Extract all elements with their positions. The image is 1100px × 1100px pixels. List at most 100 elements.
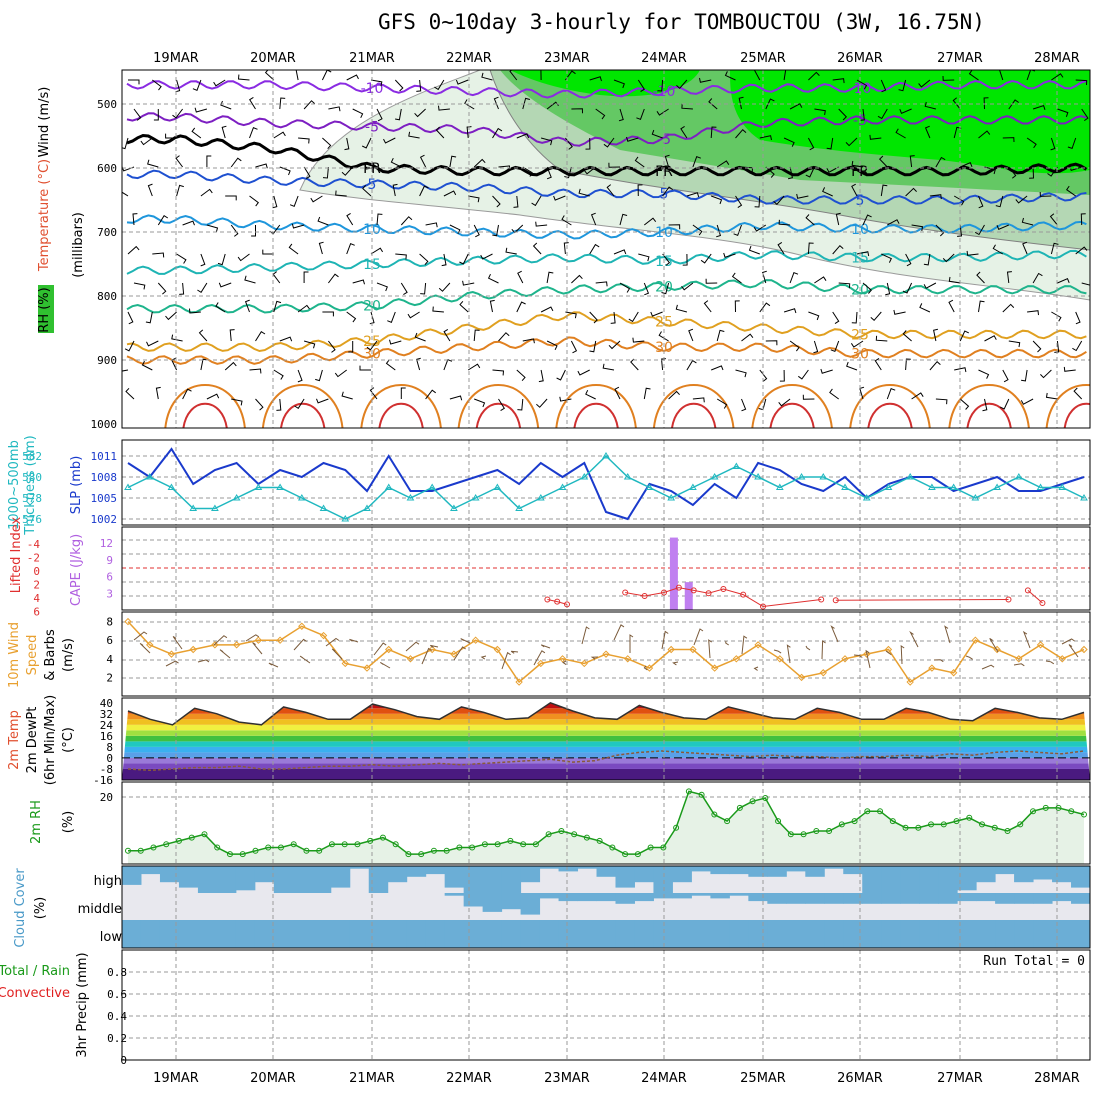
cloud-bar-middle — [520, 893, 541, 915]
cloud-bar-high — [653, 866, 673, 893]
thickness-point — [189, 504, 198, 511]
temp-band — [122, 724, 1090, 731]
wind-barb — [443, 328, 451, 342]
thickness-tick: 578 — [22, 492, 42, 505]
wind-barb — [638, 253, 650, 262]
warm-cell-outer — [751, 384, 833, 428]
li-line — [835, 599, 1009, 601]
wind-barb — [352, 108, 364, 119]
wind10-barb — [753, 666, 759, 671]
date-label-bottom: 21MAR — [349, 1071, 395, 1086]
wind-barb — [480, 253, 493, 260]
warm-cell-inner — [769, 402, 815, 428]
rh-area — [128, 791, 1084, 864]
wind-barb — [590, 212, 597, 226]
date-label-top: 24MAR — [641, 51, 687, 66]
wind-barb — [1080, 213, 1086, 226]
wind-barb — [895, 128, 906, 139]
wind-barb — [589, 76, 602, 82]
wind-barb — [711, 195, 723, 205]
cloud-bar-high — [919, 866, 939, 893]
rh-point — [736, 804, 743, 811]
wind10-barb — [865, 649, 871, 669]
wind10-tick: 2 — [106, 671, 113, 684]
li-point — [818, 596, 825, 603]
cloud-bar-low — [615, 920, 635, 948]
cape-tick: 3 — [106, 587, 113, 600]
cloud-bar-high — [1071, 866, 1091, 888]
cloud-bar-middle — [444, 893, 465, 896]
li-point — [760, 603, 766, 610]
rh-point — [163, 841, 170, 848]
wind10-barb — [501, 651, 511, 670]
temp-band — [122, 708, 1090, 714]
cloud-bar-middle — [558, 893, 579, 902]
wind-barb — [348, 341, 354, 353]
rh-point — [979, 821, 986, 828]
wind10-barb — [989, 637, 999, 653]
wind-barb — [619, 213, 628, 226]
cloud-bar-middle — [729, 893, 749, 896]
rh-point — [532, 841, 539, 848]
wind-barb — [783, 137, 795, 147]
wind-barb — [783, 308, 797, 314]
wind-barb — [759, 135, 772, 141]
wind-barb — [516, 369, 526, 382]
rh-tick: 20 — [100, 791, 113, 804]
wind-barb — [288, 243, 299, 255]
isotherm-label: -10 — [361, 81, 384, 97]
wind-barb — [522, 97, 531, 110]
wind-barb — [191, 127, 202, 139]
wind-barb — [686, 192, 700, 198]
cloud-bar-low — [330, 920, 351, 948]
wind-barb — [929, 360, 941, 371]
wind10-barb — [773, 649, 782, 654]
wind-barb — [221, 125, 227, 139]
cloud-bar-high — [1052, 866, 1072, 883]
wind-speed-point — [363, 664, 371, 672]
cloud-bar-high — [406, 866, 427, 877]
cloud-bar-high — [900, 866, 920, 893]
wind-barb — [589, 311, 598, 324]
wind-barb — [556, 369, 566, 381]
cloud-bar-high — [292, 866, 313, 893]
wind-speed-point — [124, 617, 132, 626]
wind-barb — [662, 186, 673, 197]
rh-point — [328, 841, 335, 848]
wind-speed-point — [580, 659, 588, 668]
li-point — [544, 596, 551, 603]
warm-cell-outer — [457, 384, 540, 428]
wind-barb — [438, 282, 451, 292]
cloud-bar-middle — [938, 893, 958, 904]
wind-barb — [122, 166, 135, 172]
wind-barb — [856, 79, 868, 90]
wind-barb — [789, 272, 799, 284]
thickness-point — [602, 452, 610, 459]
wind-barb — [905, 358, 911, 371]
rh-point — [226, 851, 233, 858]
cloud-bar-high — [159, 866, 180, 883]
rh-point — [456, 844, 463, 851]
thickness-point — [906, 473, 915, 480]
isotherm--10 — [126, 79, 1087, 99]
wind-barb — [954, 367, 967, 373]
wind-barb — [249, 195, 259, 207]
li-tick: -2 — [27, 552, 40, 565]
wind-barb — [923, 282, 937, 289]
cloud-bar-middle — [577, 893, 598, 902]
wind-barb — [295, 70, 299, 81]
panel-frame — [121, 697, 1091, 781]
cloud-bar-high — [122, 866, 142, 885]
cloud-bar-high — [520, 866, 541, 883]
wind-barb — [334, 369, 347, 378]
cloud-bar-low — [919, 920, 939, 948]
cloud-bar-high — [254, 866, 275, 883]
cloud-bar-low — [786, 920, 806, 948]
rh-line — [128, 790, 1085, 855]
wind-barb — [244, 299, 250, 313]
cloud-bar-middle — [501, 893, 522, 910]
rh-point — [1004, 828, 1011, 834]
date-label-top: 23MAR — [544, 51, 590, 66]
isotherm--5 — [126, 112, 1087, 147]
thickness-point — [689, 483, 697, 490]
